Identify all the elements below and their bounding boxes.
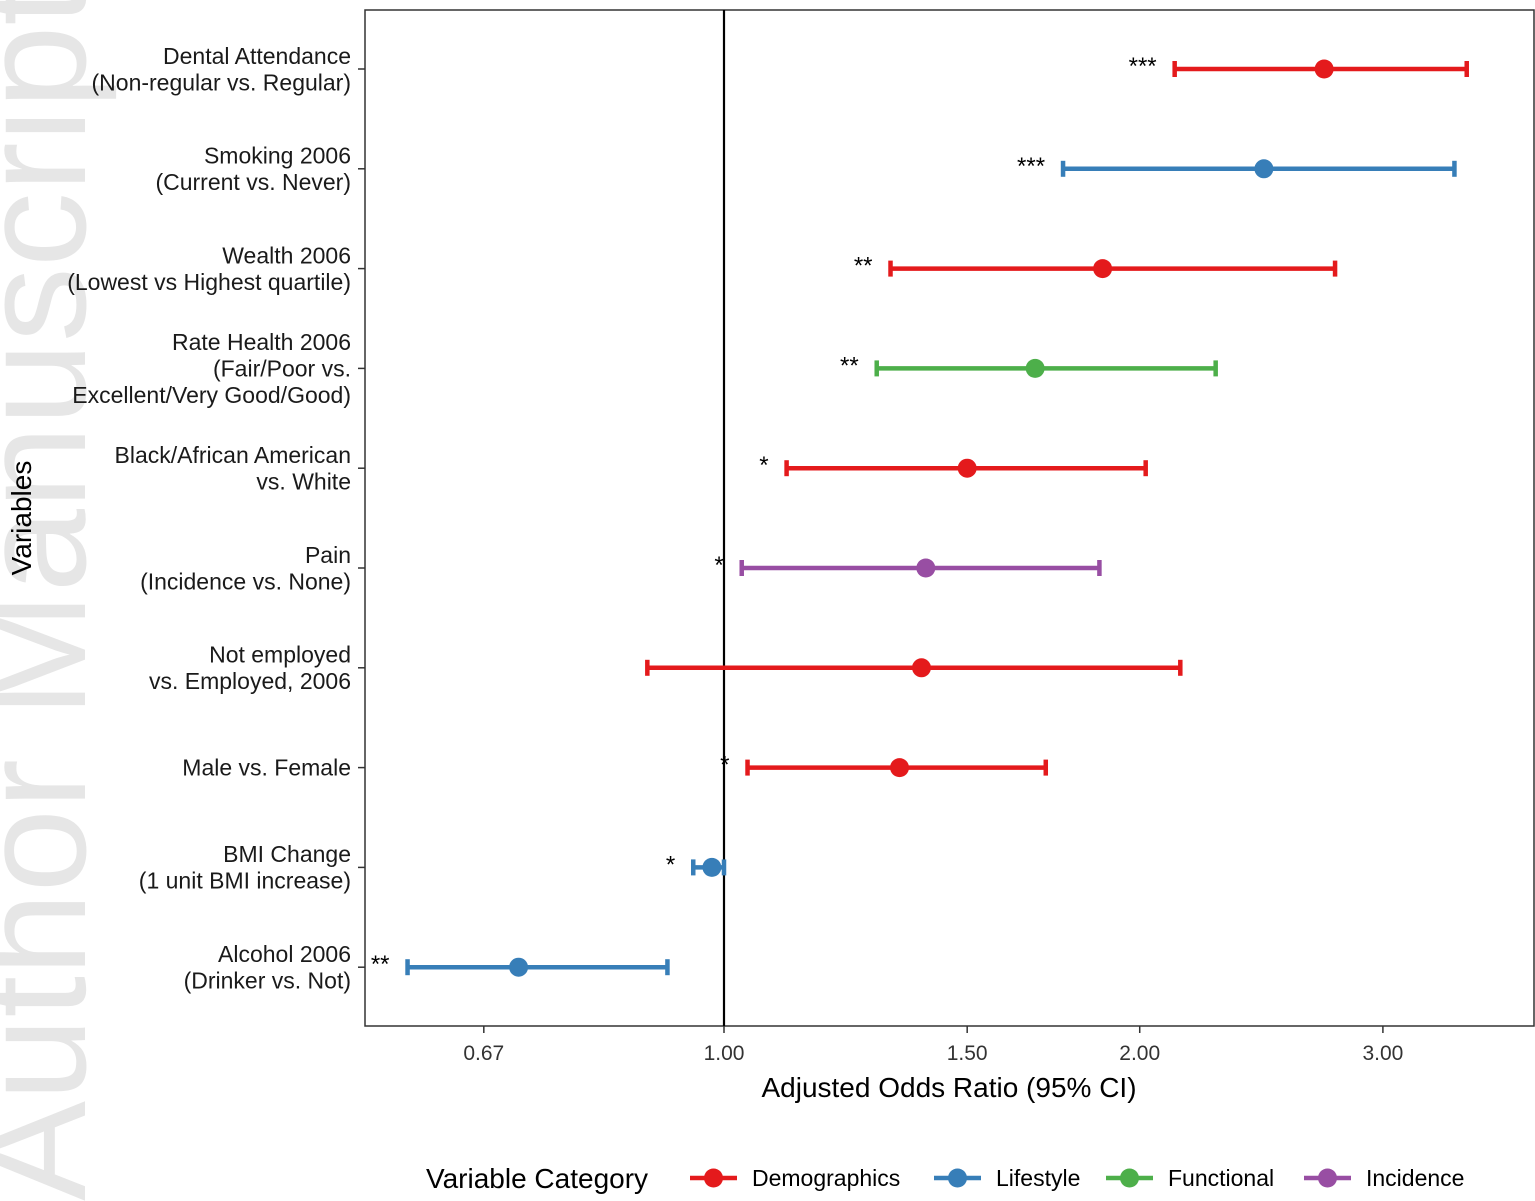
odds-ratio-point (702, 857, 722, 877)
y-tick-label: Not employed vs. Employed, 2006 (149, 642, 351, 695)
significance-stars: ** (371, 951, 390, 978)
forest-row: Smoking 2006 (Current vs. Never) *** (155, 143, 1457, 196)
y-tick-label: Smoking 2006 (Current vs. Never) (155, 143, 351, 196)
forest-row: Male vs. Female * (182, 752, 1049, 781)
significance-stars: * (714, 552, 723, 579)
odds-ratio-point (957, 458, 977, 478)
x-axis-title: Adjusted Odds Ratio (95% CI) (761, 1072, 1136, 1103)
y-tick-label: BMI Change (1 unit BMI increase) (139, 841, 351, 894)
x-tick-label: 1.50 (947, 1042, 988, 1065)
legend-key-point (948, 1168, 967, 1188)
odds-ratio-point (1254, 159, 1274, 179)
legend-label: Incidence (1366, 1165, 1464, 1191)
x-tick-label: 0.67 (463, 1042, 504, 1065)
legend-label: Demographics (752, 1165, 900, 1191)
x-tick-label: 2.00 (1119, 1042, 1160, 1065)
significance-stars: ** (854, 253, 873, 280)
significance-stars: *** (1017, 153, 1045, 180)
y-axis-title: Variables (6, 461, 37, 576)
odds-ratio-point (1093, 259, 1113, 279)
forest-row: Rate Health 2006 (Fair/Poor vs. Excellent/… (72, 329, 1218, 408)
forest-row: Alcohol 2006 (Drinker vs. Not) ** (184, 941, 670, 994)
y-tick-label: Wealth 2006 (Lowest vs Highest quartile) (67, 242, 351, 295)
legend: Variable Category Demographics Lifestyle Fu… (426, 1163, 1464, 1194)
y-tick-label: Male vs. Female (182, 755, 351, 781)
significance-stars: *** (1129, 53, 1157, 80)
odds-ratio-point (1025, 358, 1045, 378)
legend-label: Functional (1168, 1165, 1274, 1191)
y-tick-label: Black/African American vs. White (115, 442, 351, 495)
legend-item: Functional (1106, 1165, 1274, 1191)
odds-ratio-point (912, 658, 932, 678)
odds-ratio-point (916, 558, 936, 578)
legend-item: Demographics (690, 1165, 900, 1191)
significance-stars: * (759, 452, 768, 479)
forest-row: Not employed vs. Employed, 2006 (149, 642, 1183, 695)
legend-key-point (704, 1168, 723, 1188)
odds-ratio-point (890, 758, 910, 778)
plot-panel (364, 9, 1535, 1027)
legend-item: Lifestyle (934, 1165, 1080, 1191)
y-tick-label: Dental Attendance (Non-regular vs. Regula… (92, 43, 351, 96)
forest-row: Pain (Incidence vs. None) * (140, 542, 1102, 595)
forest-row: Black/African American vs. White * (115, 442, 1148, 495)
legend-key-point (1318, 1168, 1337, 1188)
odds-ratio-point (1314, 59, 1334, 79)
y-tick-label: Pain (Incidence vs. None) (140, 542, 351, 595)
legend-title: Variable Category (426, 1163, 648, 1194)
forest-row: BMI Change (1 unit BMI increase) * (139, 841, 727, 894)
forest-row: Dental Attendance (Non-regular vs. Regula… (92, 43, 1469, 96)
forest-row: Wealth 2006 (Lowest vs Highest quartile) *… (67, 242, 1338, 295)
y-tick-label: Alcohol 2006 (Drinker vs. Not) (184, 941, 351, 994)
legend-item: Incidence (1304, 1165, 1464, 1191)
x-tick-label: 1.00 (704, 1042, 745, 1065)
watermark-text: Author Manuscript (0, 0, 117, 1201)
y-tick-label: Rate Health 2006 (Fair/Poor vs. Excellent/… (72, 329, 351, 408)
significance-stars: ** (840, 352, 859, 379)
legend-label: Lifestyle (996, 1165, 1080, 1191)
legend-key-point (1120, 1168, 1139, 1188)
odds-ratio-point (509, 957, 529, 977)
x-tick-label: 3.00 (1362, 1042, 1403, 1065)
significance-stars: * (720, 752, 729, 779)
watermark: Author Manuscript (0, 0, 117, 1201)
significance-stars: * (666, 851, 675, 878)
